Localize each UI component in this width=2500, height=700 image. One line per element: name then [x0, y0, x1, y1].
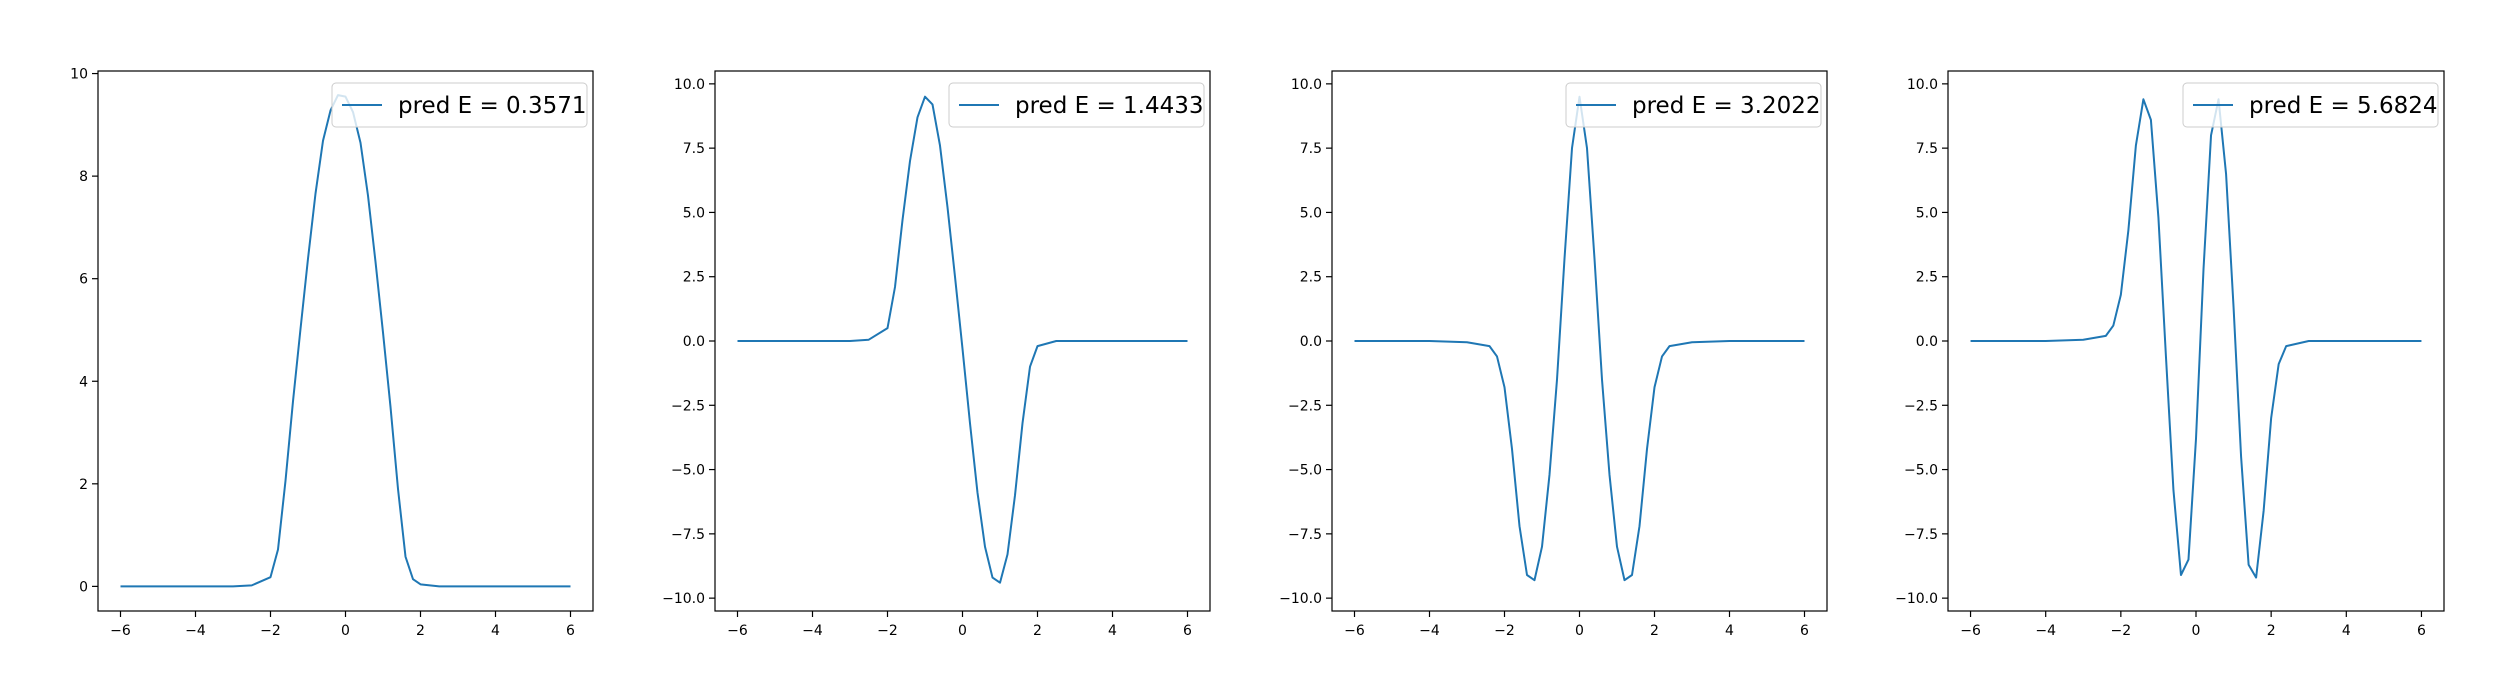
x-tick-label: −4: [1419, 623, 1440, 639]
y-tick-label: 0: [79, 579, 88, 595]
legend: pred E = 0.3571: [331, 82, 588, 128]
x-tick-label: −6: [1344, 623, 1365, 639]
y-tick-label: −2.5: [671, 398, 705, 414]
legend-box: [1565, 82, 1822, 128]
y-tick-label: 7.5: [683, 141, 705, 157]
legend-label: pred E = 1.4433: [1015, 93, 1204, 119]
y-tick-label: 5.0: [1916, 205, 1938, 221]
x-tick-label: 2: [1650, 623, 1659, 639]
x-tick-label: 0: [2192, 623, 2201, 639]
x-tick-label: 0: [1575, 623, 1584, 639]
x-tick-label: −2: [877, 623, 898, 639]
x-tick-label: −6: [110, 623, 131, 639]
legend: pred E = 5.6824: [2182, 82, 2439, 128]
legend-label: pred E = 5.6824: [2249, 93, 2438, 119]
chart-panel-1: −6 −4 −2 0 2 4 6 0 2 4 6 8 10 pred E = 0.3571: [70, 67, 594, 639]
y-tick-label: 7.5: [1916, 141, 1938, 157]
x-tick-label: −4: [185, 623, 206, 639]
legend-box: [2182, 82, 2439, 128]
y-tick-label: −2.5: [1904, 398, 1938, 414]
y-tick-label: −5.0: [1288, 463, 1322, 479]
y-tick-label: −2.5: [1288, 398, 1322, 414]
legend: pred E = 3.2022: [1565, 82, 1822, 128]
y-tick-label: 2: [79, 477, 88, 493]
legend-label: pred E = 0.3571: [398, 93, 587, 119]
series-line-1: [120, 94, 571, 588]
x-tick-label: 4: [1108, 623, 1117, 639]
x-tick-label: −6: [1960, 623, 1981, 639]
y-tick-label: 10.0: [1907, 77, 1938, 93]
y-tick-label: −5.0: [671, 463, 705, 479]
y-tick-label: 7.5: [1300, 141, 1322, 157]
y-tick-label: 2.5: [1300, 270, 1322, 286]
legend: pred E = 1.4433: [948, 82, 1205, 128]
y-tick-label: 10.0: [1291, 77, 1322, 93]
legend-label: pred E = 3.2022: [1632, 93, 1821, 119]
x-tick-label: −2: [2111, 623, 2132, 639]
y-tick-label: 0.0: [683, 334, 705, 350]
x-tick-label: 6: [1800, 623, 1809, 639]
chart-panel-3: −6 −4 −2 0 2 4 6 −10.0 −7.5 −5.0 −2.5 0.0 2.5 5.0 7.5 1…: [1279, 70, 1828, 639]
y-tick-label: 5.0: [1300, 205, 1322, 221]
series-line-1: [737, 95, 1188, 584]
x-tick-label: 6: [2417, 623, 2426, 639]
x-tick-label: 4: [491, 623, 500, 639]
y-tick-label: 5.0: [683, 205, 705, 221]
y-tick-label: −10.0: [662, 591, 705, 607]
y-tick-label: −10.0: [1895, 591, 1938, 607]
y-tick-label: −7.5: [671, 527, 705, 543]
series-line-1: [1354, 95, 1805, 582]
y-tick-label: 0.0: [1916, 334, 1938, 350]
legend-box: [331, 82, 588, 128]
x-tick-label: 0: [958, 623, 967, 639]
y-tick-label: 2.5: [1916, 270, 1938, 286]
x-tick-label: −2: [260, 623, 281, 639]
series-line-1: [1970, 98, 2422, 579]
x-tick-label: −2: [1494, 623, 1515, 639]
y-tick-label: 8: [79, 169, 88, 185]
x-tick-label: −4: [802, 623, 823, 639]
y-tick-label: −5.0: [1904, 463, 1938, 479]
y-tick-label: −7.5: [1288, 527, 1322, 543]
x-tick-label: 4: [2342, 623, 2351, 639]
x-tick-label: 0: [341, 623, 350, 639]
x-tick-label: −4: [2035, 623, 2056, 639]
y-tick-label: 0.0: [1300, 334, 1322, 350]
y-tick-label: 2.5: [683, 270, 705, 286]
y-tick-label: 6: [79, 272, 88, 288]
x-tick-label: 6: [1183, 623, 1192, 639]
x-tick-label: 2: [416, 623, 425, 639]
y-tick-label: 10.0: [674, 77, 705, 93]
x-tick-label: 2: [1033, 623, 1042, 639]
y-tick-label: 4: [79, 374, 88, 390]
x-tick-label: 4: [1725, 623, 1734, 639]
y-tick-label: 10: [70, 67, 88, 83]
legend-box: [948, 82, 1205, 128]
y-tick-label: −7.5: [1904, 527, 1938, 543]
chart-panel-2: −6 −4 −2 0 2 4 6 −10.0 −7.5 −5.0 −2.5 0.0 2.5 5.0 7.5 1…: [662, 70, 1211, 639]
plot-frame: [97, 70, 594, 612]
x-tick-label: 6: [566, 623, 575, 639]
chart-panel-4: −6 −4 −2 0 2 4 6 −10.0 −7.5 −5.0 −2.5 0.0 2.5 5.0 7.5 1…: [1895, 70, 2445, 639]
x-tick-label: −6: [727, 623, 748, 639]
y-tick-label: −10.0: [1279, 591, 1322, 607]
x-tick-label: 2: [2267, 623, 2276, 639]
